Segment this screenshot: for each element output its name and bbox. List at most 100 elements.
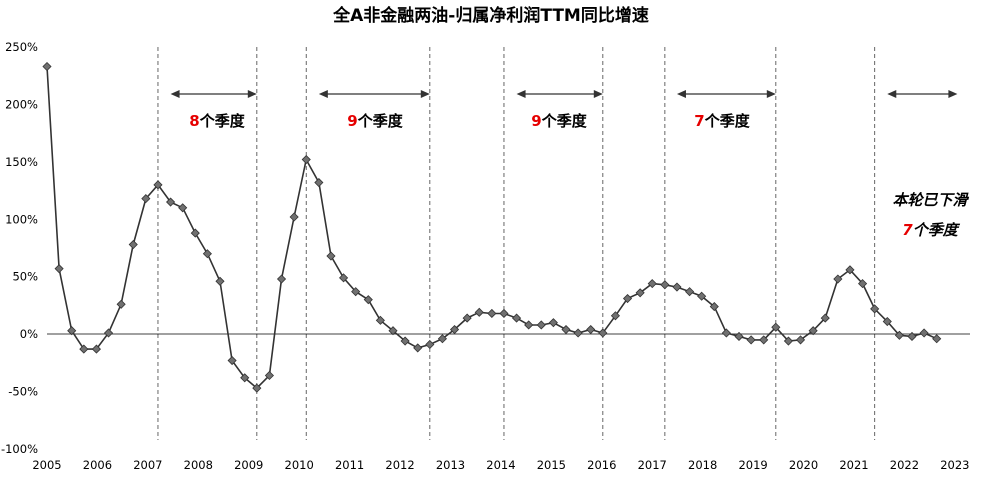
data-point xyxy=(512,313,522,323)
span-arrow-right-head xyxy=(593,90,603,98)
data-point xyxy=(227,355,237,366)
data-point xyxy=(141,194,151,204)
data-point xyxy=(487,308,497,319)
annotation-3-number: 9 xyxy=(531,112,541,130)
annotation-1: 8个季度 xyxy=(189,112,245,130)
y-tick-label: -50% xyxy=(8,385,38,399)
x-tick-label: 2013 xyxy=(436,458,465,472)
span-arrow-left-head xyxy=(318,90,328,98)
data-point xyxy=(42,61,52,72)
annotation-3: 9个季度 xyxy=(531,112,587,130)
data-point xyxy=(499,308,509,319)
x-tick-label: 2015 xyxy=(537,458,566,472)
annotation-4-text: 个季度 xyxy=(704,112,751,130)
annotation-4-number: 7 xyxy=(694,112,704,130)
data-point xyxy=(314,177,324,188)
data-point xyxy=(734,331,744,342)
series-markers xyxy=(42,61,942,393)
x-tick-label: 2011 xyxy=(335,458,364,472)
data-point xyxy=(462,313,472,323)
data-point xyxy=(166,197,176,207)
span-arrow-right-head xyxy=(766,90,776,98)
data-point xyxy=(252,383,262,393)
data-point xyxy=(240,373,250,383)
data-point xyxy=(289,212,299,222)
data-point xyxy=(215,276,225,286)
data-point xyxy=(845,265,855,275)
data-point xyxy=(128,239,138,250)
chart-title: 全A非金融两油-归属净利润TTM同比增速 xyxy=(332,5,649,26)
span-arrow-right-head xyxy=(948,90,958,98)
annotation-5-line2: 7个季度 xyxy=(902,221,960,239)
span-arrow-left-head xyxy=(170,90,180,98)
y-tick-label: 100% xyxy=(5,212,38,226)
annotation-5-line1: 本轮已下滑 xyxy=(892,191,969,209)
data-point xyxy=(202,249,212,259)
span-arrow-right-head xyxy=(420,90,430,98)
data-point xyxy=(264,370,274,381)
data-point xyxy=(907,331,917,342)
x-tick-label: 2010 xyxy=(285,458,314,472)
annotation-2-text: 个季度 xyxy=(357,112,404,130)
data-point xyxy=(388,326,398,336)
data-point xyxy=(400,336,410,346)
data-point xyxy=(573,328,583,338)
span-arrow-right-head xyxy=(247,90,257,98)
data-point xyxy=(326,251,336,261)
x-tick-label: 2017 xyxy=(638,458,667,472)
data-point xyxy=(808,326,818,336)
span-arrows xyxy=(170,90,958,98)
x-tick-label: 2008 xyxy=(184,458,213,472)
span-arrow-left-head xyxy=(516,90,526,98)
x-tick-label: 2009 xyxy=(234,458,263,472)
data-point xyxy=(894,330,904,340)
x-tick-label: 2007 xyxy=(133,458,162,472)
annotation-2: 9个季度 xyxy=(347,112,403,130)
data-point xyxy=(685,287,695,297)
x-tick-label: 2021 xyxy=(839,458,868,472)
data-point xyxy=(54,264,64,274)
annotation-4: 7个季度 xyxy=(694,112,750,130)
data-point xyxy=(536,320,546,330)
data-point xyxy=(91,344,101,354)
data-point xyxy=(795,335,806,345)
data-point xyxy=(709,302,719,312)
data-point xyxy=(759,335,769,345)
data-point xyxy=(363,295,373,305)
data-point xyxy=(870,304,880,314)
data-point xyxy=(548,318,558,328)
data-point xyxy=(276,274,287,284)
annotation-1-text: 个季度 xyxy=(199,112,246,130)
data-point xyxy=(474,307,484,317)
y-tick-label: -100% xyxy=(1,442,38,456)
data-point xyxy=(103,328,114,338)
data-point xyxy=(610,311,620,321)
data-point xyxy=(660,280,670,290)
y-tick-label: 0% xyxy=(20,327,38,341)
annotation-5-number: 7 xyxy=(902,221,913,239)
data-point xyxy=(561,324,571,335)
data-point xyxy=(413,343,423,353)
x-tick-label: 2018 xyxy=(688,458,717,472)
data-point xyxy=(882,316,892,327)
annotation-2-number: 9 xyxy=(347,112,357,130)
data-point xyxy=(647,279,657,289)
x-tick-label: 2014 xyxy=(486,458,515,472)
x-tick-label: 2012 xyxy=(385,458,414,472)
data-point xyxy=(339,273,349,283)
data-point xyxy=(116,299,126,309)
data-point xyxy=(449,324,460,335)
grid-lines xyxy=(157,47,876,440)
span-arrow-left-head xyxy=(676,90,686,98)
data-point xyxy=(622,293,633,304)
data-point xyxy=(598,328,608,338)
y-tick-label: 50% xyxy=(12,270,38,284)
data-point xyxy=(586,324,596,335)
data-point xyxy=(858,279,868,289)
data-point xyxy=(190,228,200,238)
x-tick-label: 2023 xyxy=(940,458,969,472)
data-point xyxy=(301,154,311,165)
y-axis-ticks: -100% -50% 0% 50% 100% 150% 200% 250% xyxy=(1,40,38,456)
data-point xyxy=(746,335,756,345)
